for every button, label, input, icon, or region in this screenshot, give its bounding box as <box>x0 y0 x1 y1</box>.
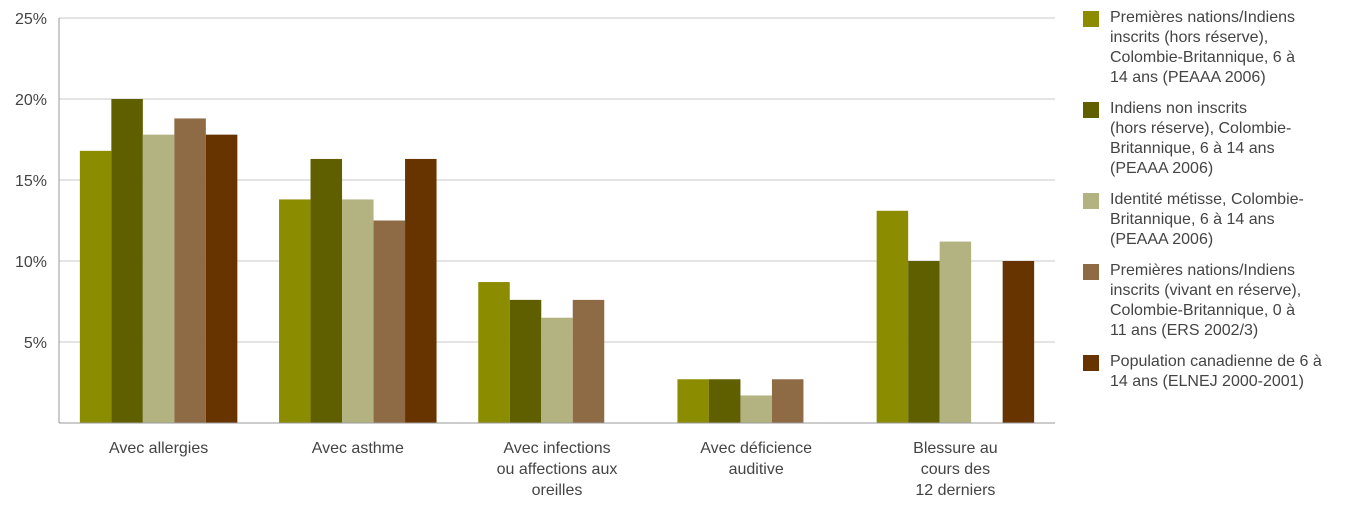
bar <box>876 210 909 423</box>
bar <box>405 158 437 423</box>
bar <box>541 317 573 423</box>
x-category-label: Blessure au cours des 12 derniers <box>913 440 998 499</box>
legend-label: Identité métisse, Colombie- Britannique, … <box>1110 191 1304 248</box>
legend-item: Indiens non inscrits (hors réserve), Colo… <box>1083 99 1345 179</box>
y-tick-label: 15% <box>15 173 47 190</box>
bar <box>708 379 741 423</box>
x-category-label: Avec déficience auditive <box>700 440 812 478</box>
legend-label: Indiens non inscrits (hors réserve), Colo… <box>1110 100 1292 177</box>
legend-label: Premières nations/Indiens inscrits (hors … <box>1110 9 1295 86</box>
bar <box>572 299 605 423</box>
bar <box>205 134 238 423</box>
y-tick-label: 25% <box>15 11 47 28</box>
bars <box>79 99 1035 423</box>
bar <box>142 134 175 423</box>
bar <box>771 379 804 423</box>
legend-swatch <box>1083 193 1099 209</box>
legend-swatch <box>1083 355 1099 371</box>
bar <box>509 299 542 423</box>
x-axis-category-labels: Avec allergies Avec asthme Avec infections… <box>109 440 998 499</box>
axes <box>58 18 1055 424</box>
bar <box>310 158 343 423</box>
bar <box>1002 261 1035 423</box>
y-tick-label: 5% <box>24 335 47 352</box>
bar <box>79 150 112 423</box>
legend-label: Population canadienne de 6 à 14 ans (ELNE… <box>1110 353 1322 390</box>
y-tick-label: 10% <box>15 254 47 271</box>
legend-item: Population canadienne de 6 à 14 ans (ELNE… <box>1083 352 1345 392</box>
bar <box>939 241 972 423</box>
bar <box>677 379 709 423</box>
x-category-label: Avec allergies <box>109 440 208 457</box>
legend-item: Premières nations/Indiens inscrits (vivan… <box>1083 261 1345 341</box>
bar <box>279 199 311 423</box>
legend-item: Identité métisse, Colombie- Britannique, … <box>1083 190 1345 250</box>
bar-chart: 5% 10% 15% 20% 25% Avec allergies Avec asthme… <box>15 11 1055 499</box>
x-category-label: Avec infections ou affections aux oreilles <box>497 440 618 499</box>
bar <box>478 282 510 423</box>
legend-label: Premières nations/Indiens inscrits (vivan… <box>1110 262 1302 339</box>
bar <box>342 199 374 423</box>
bar <box>740 395 772 423</box>
bar <box>174 118 206 423</box>
y-tick-label: 20% <box>15 92 47 109</box>
legend-swatch <box>1083 264 1099 280</box>
y-axis-tick-labels: 5% 10% 15% 20% 25% <box>15 11 47 352</box>
legend-swatch <box>1083 102 1099 118</box>
legend-swatch <box>1083 11 1099 27</box>
bar <box>111 99 143 423</box>
bar <box>908 261 940 423</box>
bar <box>373 220 406 423</box>
legend-item: Premières nations/Indiens inscrits (hors … <box>1083 8 1345 88</box>
legend: Premières nations/Indiens inscrits (hors … <box>1083 8 1345 403</box>
x-category-label: Avec asthme <box>312 440 404 457</box>
